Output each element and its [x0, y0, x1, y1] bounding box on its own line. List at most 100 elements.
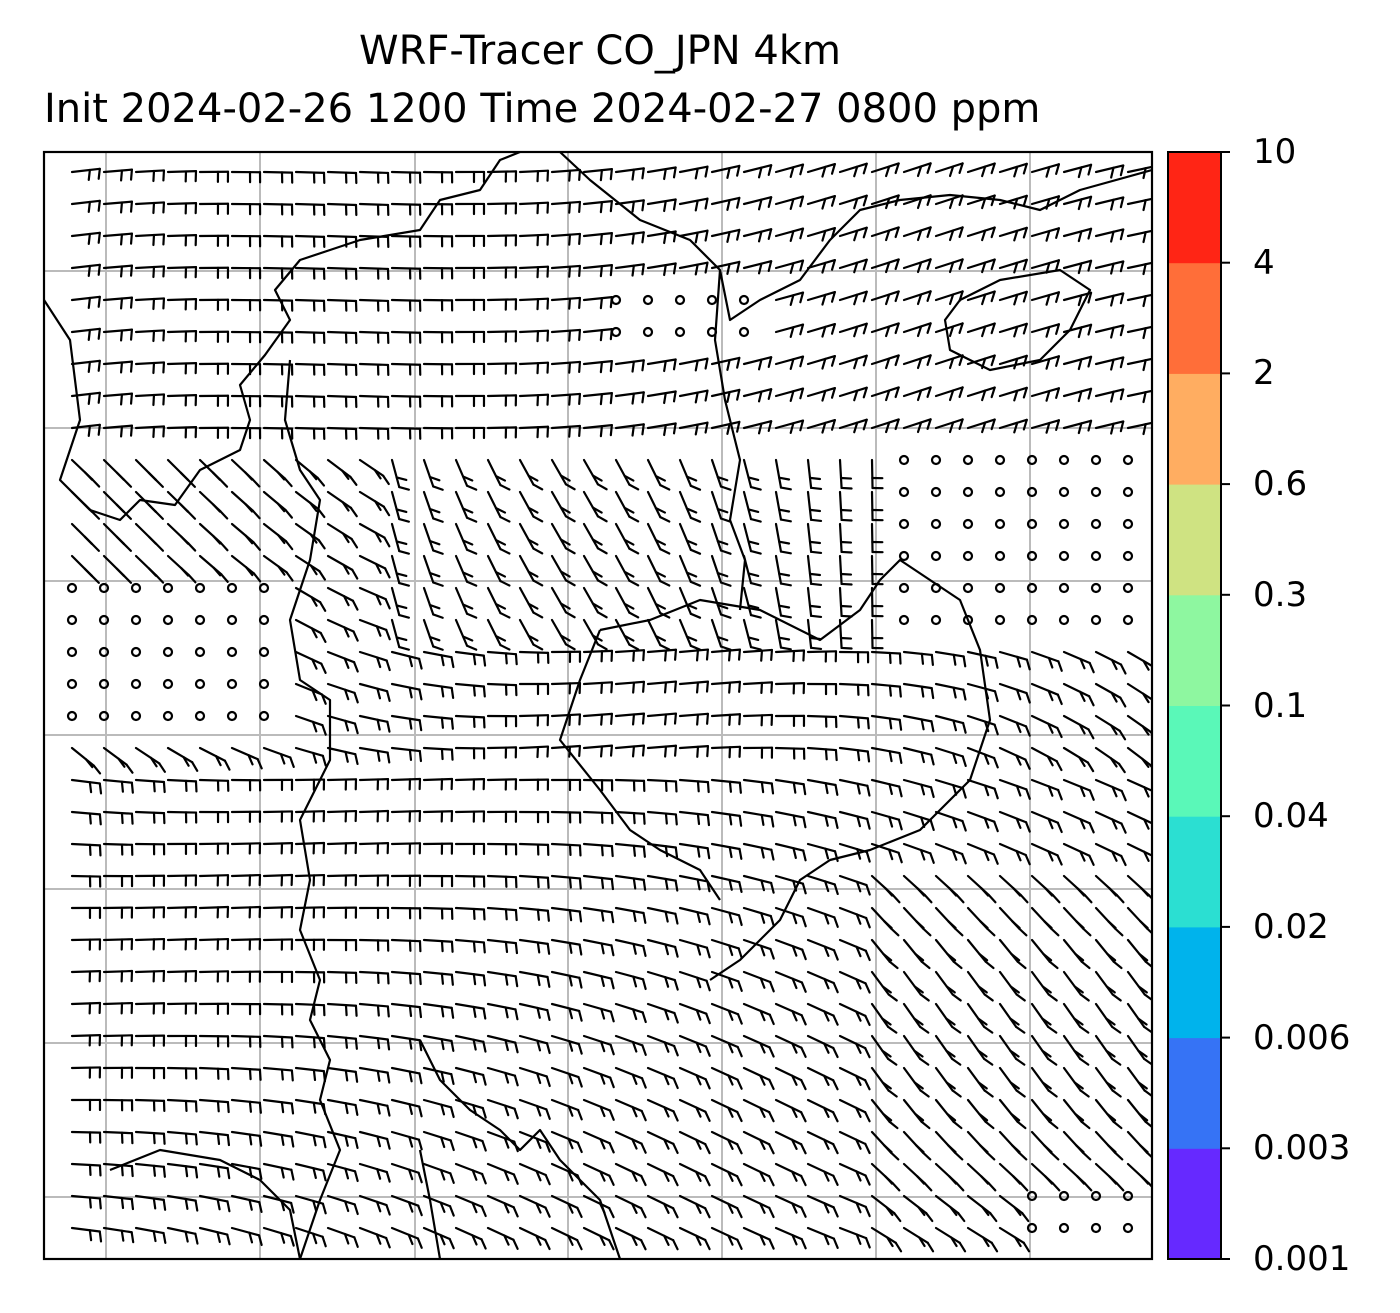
wind-barb	[518, 1226, 551, 1251]
wind-barb	[294, 522, 326, 550]
wind-barb	[422, 522, 444, 555]
wind-barb	[1094, 778, 1127, 802]
wind-barb	[838, 650, 870, 664]
wind-barb	[454, 810, 486, 823]
wind-barb	[294, 266, 326, 280]
wind-barb	[614, 649, 646, 662]
calm-wind-marker	[1058, 1222, 1070, 1234]
wind-barb	[966, 938, 995, 970]
wind-barb	[582, 778, 614, 792]
wind-barb	[806, 322, 836, 338]
wind-barb	[326, 458, 358, 486]
wind-barb	[710, 554, 732, 587]
wind-barb	[838, 618, 853, 650]
wind-barb	[70, 458, 101, 488]
wind-barb	[1094, 388, 1125, 403]
wind-barb	[742, 810, 775, 828]
calm-wind-marker	[962, 454, 974, 466]
wind-barb	[710, 618, 732, 651]
wind-barb	[934, 810, 967, 832]
wind-barb	[582, 490, 608, 523]
wind-barb	[454, 682, 486, 698]
wind-barb	[774, 906, 807, 928]
wind-barb	[70, 391, 101, 406]
wind-barb	[1030, 1002, 1058, 1034]
wind-barb	[390, 714, 423, 732]
wind-barb	[166, 1162, 199, 1179]
wind-barb	[998, 650, 1031, 671]
wind-barb	[358, 1162, 391, 1183]
wind-barb	[582, 392, 613, 406]
wind-barb	[518, 586, 544, 619]
wind-barb	[774, 1162, 807, 1187]
wind-barb	[326, 618, 359, 642]
wind-barb	[550, 1226, 583, 1251]
wind-barb	[934, 1226, 967, 1253]
wind-barb	[614, 554, 640, 587]
wind-barb	[166, 394, 198, 407]
calm-wind-marker	[194, 678, 206, 690]
wind-barb	[262, 1002, 294, 1016]
wind-barb	[422, 842, 454, 855]
wind-barb	[230, 842, 262, 855]
wind-barb	[710, 1034, 743, 1058]
wind-barb	[710, 196, 741, 211]
calm-wind-marker	[162, 614, 174, 626]
wind-barb	[294, 1002, 326, 1017]
wind-barb	[806, 650, 838, 663]
wind-barb	[838, 490, 853, 522]
wind-barb	[646, 1002, 679, 1024]
wind-barb	[1030, 195, 1061, 210]
wind-barb	[326, 1002, 358, 1017]
map-title-line2: Init 2024-02-26 1200 Time 2024-02-27 080…	[44, 86, 1041, 132]
calm-wind-marker	[66, 678, 78, 690]
wind-barb	[70, 423, 101, 438]
wind-barb	[966, 682, 999, 703]
wind-barb	[230, 873, 262, 887]
wind-barb	[870, 874, 901, 904]
calm-wind-marker	[1122, 454, 1134, 466]
wind-barb	[390, 330, 422, 344]
wind-barb	[934, 1194, 966, 1223]
wind-barb	[646, 1098, 679, 1122]
wind-barb	[614, 586, 640, 619]
colorbar-segment	[1168, 705, 1221, 817]
wind-barb	[966, 194, 996, 210]
wind-barb	[742, 681, 774, 695]
wind-barb	[486, 618, 511, 651]
wind-barb	[102, 746, 134, 774]
wind-barb	[454, 362, 486, 376]
wind-barb	[358, 682, 391, 702]
wind-barb	[678, 1162, 711, 1187]
wind-barb	[166, 1002, 198, 1015]
wind-barb	[358, 394, 390, 409]
wind-barb	[230, 554, 262, 583]
wind-barb	[1030, 874, 1061, 904]
wind-barb	[326, 874, 358, 887]
wind-barb	[294, 394, 326, 408]
calm-wind-marker	[1026, 518, 1038, 530]
wind-barb	[390, 298, 422, 312]
wind-barb	[198, 458, 229, 488]
calm-wind-marker	[1090, 582, 1102, 594]
wind-barb	[198, 905, 230, 919]
wind-barb	[710, 906, 743, 927]
wind-barb	[550, 328, 582, 342]
wind-barb	[390, 234, 422, 248]
wind-barb	[198, 1066, 230, 1081]
calm-wind-marker	[194, 646, 206, 658]
wind-barb	[614, 199, 645, 213]
wind-barb	[838, 418, 868, 434]
wind-barb	[934, 778, 967, 799]
wind-barb	[198, 426, 230, 439]
wind-barb	[70, 359, 101, 374]
wind-barb	[678, 906, 711, 926]
calm-wind-marker	[1122, 1190, 1134, 1202]
wind-barb	[102, 522, 132, 552]
wind-barb	[998, 226, 1028, 242]
wind-barb	[998, 1002, 1026, 1034]
wind-barb	[774, 291, 805, 306]
wind-barb	[838, 1162, 871, 1186]
wind-barb	[1030, 906, 1060, 937]
wind-barb	[326, 1066, 359, 1083]
